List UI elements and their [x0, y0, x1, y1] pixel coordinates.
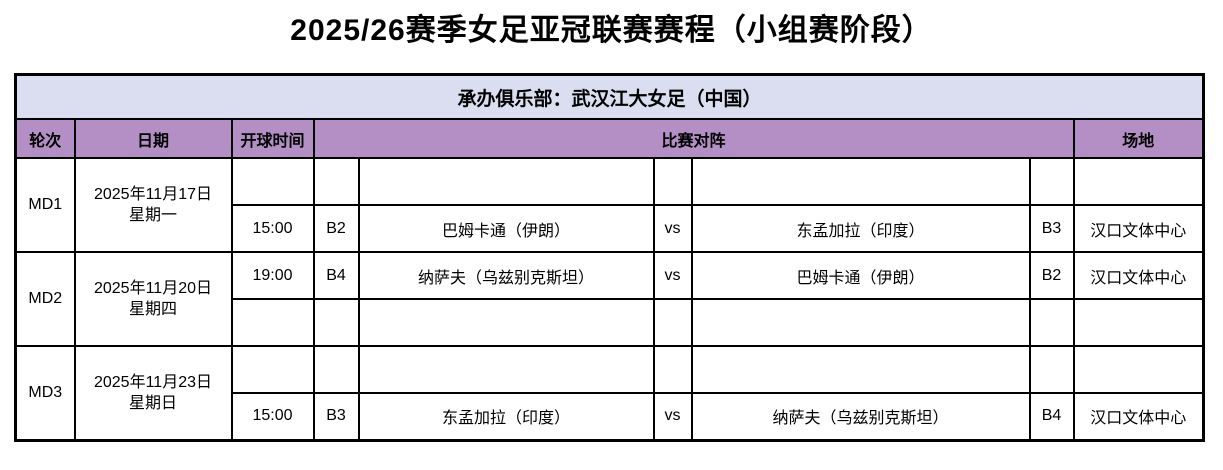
- venue-cell: 汉口文体中心: [1072, 392, 1205, 441]
- page-title: 2025/26赛季女足亚冠联赛赛程（小组赛阶段）: [290, 14, 933, 47]
- vs-label: vs: [652, 251, 693, 300]
- date-text: 2025年11月17日: [93, 185, 212, 203]
- kickoff-cell: 19:00: [230, 251, 315, 300]
- match-row: 15:00 B2 巴姆卡通（伊朗） vs 东孟加拉（印度） B3 汉口文体中心: [16, 204, 1205, 253]
- home-code-cell: B2: [312, 204, 360, 253]
- home-team-cell: 武汉江大女足（中国）: [357, 345, 655, 394]
- away-code-cell: B3: [1028, 204, 1075, 253]
- home-team-cell: 纳萨夫（乌兹别克斯坦）: [357, 251, 655, 300]
- away-team-cell: 武汉江大女足（中国）: [690, 298, 1031, 347]
- host-banner: 承办俱乐部：武汉江大女足（中国）: [14, 73, 1205, 120]
- schedule-table: 承办俱乐部：武汉江大女足（中国） 轮次 日期 开球时间 比赛对阵 场地 MD1 …: [14, 73, 1206, 442]
- away-team-cell: 纳萨夫（乌兹别克斯坦）: [690, 392, 1031, 441]
- away-code-cell: B1: [1028, 298, 1075, 347]
- away-team-cell: 纳萨夫（乌兹别克斯坦）: [690, 157, 1031, 206]
- col-header-date: 日期: [73, 118, 233, 159]
- home-code-cell: B4: [312, 251, 360, 300]
- vs-label: vs: [652, 204, 693, 253]
- date-cell: 2025年11月20日 星期四: [73, 251, 233, 347]
- home-team-cell: 东孟加拉（印度）: [357, 298, 655, 347]
- venue-cell: 汉口文体中心: [1072, 298, 1205, 347]
- kickoff-cell: 19:00: [230, 157, 315, 206]
- match-row: 15:00 B3 东孟加拉（印度） vs 纳萨夫（乌兹别克斯坦） B4 汉口文体…: [16, 392, 1205, 441]
- host-banner-row: 承办俱乐部：武汉江大女足（中国）: [14, 73, 1205, 120]
- weekday-text: 星期一: [128, 207, 177, 224]
- vs-label: vs: [652, 157, 693, 206]
- kickoff-cell: 19:00: [230, 345, 315, 394]
- match-row: MD3 2025年11月23日 星期日 19:00 B1 武汉江大女足（中国） …: [14, 345, 1205, 441]
- venue-cell: 汉口文体中心: [1072, 345, 1205, 394]
- round-cell: MD3: [14, 345, 76, 441]
- col-header-venue: 场地: [1072, 118, 1205, 159]
- date-text: 2025年11月23日: [93, 373, 212, 391]
- home-team-cell: 东孟加拉（印度）: [357, 392, 655, 441]
- away-code-cell: B2: [1028, 345, 1075, 394]
- date-text: 2025年11月20日: [93, 279, 212, 297]
- match-row: 15:00 B3 东孟加拉（印度） vs 武汉江大女足（中国） B1 汉口文体中…: [16, 298, 1205, 347]
- column-header-row: 轮次 日期 开球时间 比赛对阵 场地: [14, 118, 1205, 159]
- vs-label: vs: [652, 392, 693, 441]
- kickoff-cell: 15:00: [230, 204, 315, 253]
- weekday-text: 星期四: [128, 301, 177, 318]
- home-code-cell: B1: [312, 157, 360, 206]
- kickoff-cell: 15:00: [230, 298, 315, 347]
- round-cell: MD2: [14, 251, 76, 347]
- home-team-cell: 武汉江大女足（中国）: [357, 157, 655, 206]
- match-row: MD1 2025年11月17日 星期一 19:00 B1 武汉江大女足（中国） …: [14, 157, 1205, 253]
- away-team-cell: 巴姆卡通（伊朗）: [690, 345, 1031, 394]
- date-cell: 2025年11月23日 星期日: [73, 345, 233, 441]
- col-header-round: 轮次: [14, 118, 76, 159]
- round-cell: MD1: [14, 157, 76, 253]
- venue-cell: 汉口文体中心: [1072, 157, 1205, 206]
- col-header-fixture: 比赛对阵: [312, 118, 1075, 159]
- away-team-cell: 巴姆卡通（伊朗）: [690, 251, 1031, 300]
- weekday-text: 星期日: [128, 394, 177, 412]
- home-code-cell: B3: [312, 298, 360, 347]
- venue-cell: 汉口文体中心: [1072, 251, 1205, 300]
- vs-label: vs: [652, 345, 693, 394]
- home-code-cell: B3: [312, 392, 360, 441]
- home-team-cell: 巴姆卡通（伊朗）: [357, 204, 655, 253]
- match-row: MD2 2025年11月20日 星期四 19:00 B4 纳萨夫（乌兹别克斯坦）…: [14, 251, 1205, 347]
- venue-cell: 汉口文体中心: [1072, 204, 1205, 253]
- away-code-cell: B4: [1028, 157, 1075, 206]
- away-code-cell: B2: [1028, 251, 1075, 300]
- col-header-kickoff: 开球时间: [230, 118, 315, 159]
- away-team-cell: 东孟加拉（印度）: [690, 204, 1031, 253]
- date-cell: 2025年11月17日 星期一: [73, 157, 233, 253]
- away-code-cell: B4: [1028, 392, 1075, 441]
- kickoff-cell: 15:00: [230, 392, 315, 441]
- home-code-cell: B1: [312, 345, 360, 394]
- vs-label: vs: [652, 298, 693, 347]
